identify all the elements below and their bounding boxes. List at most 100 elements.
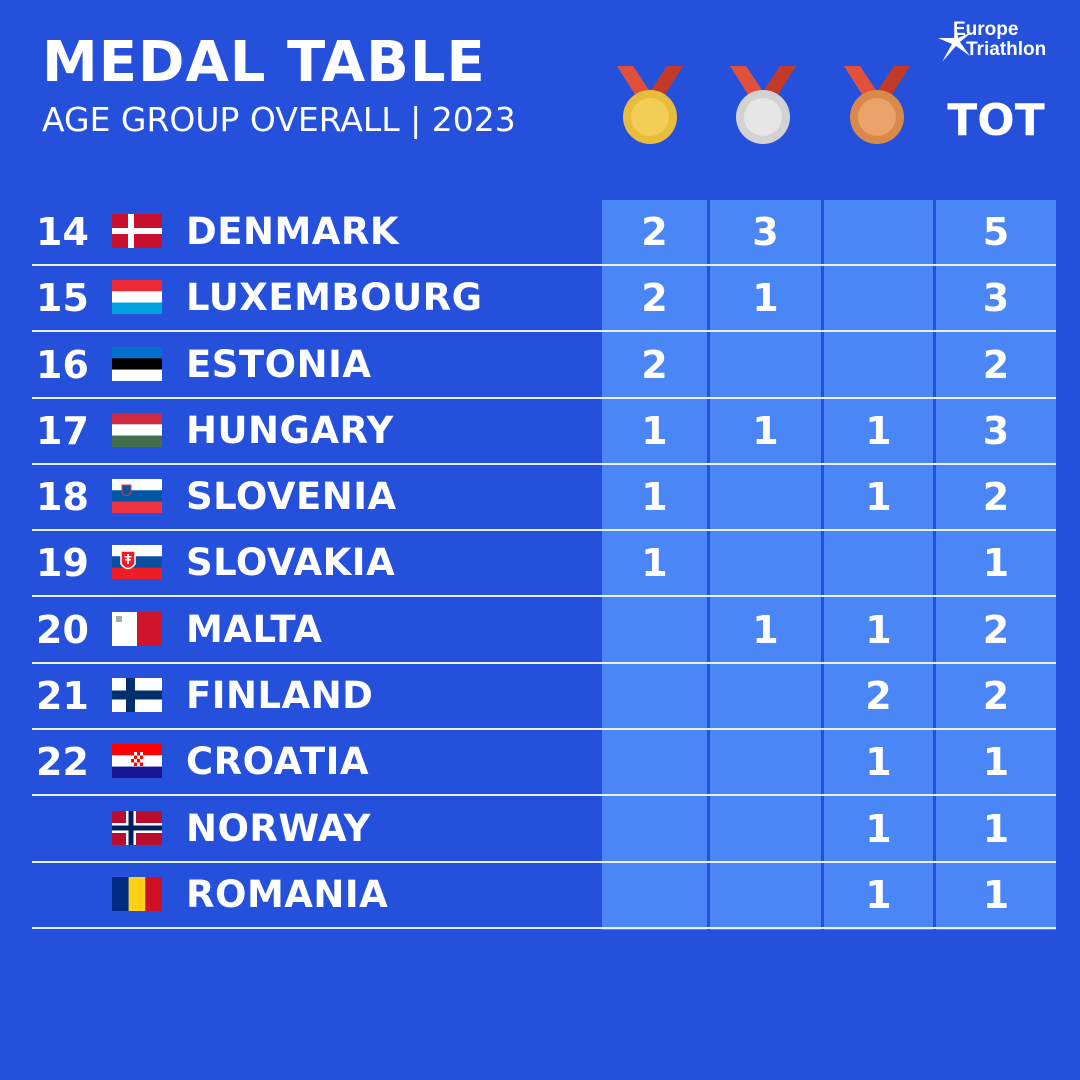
table-row: 21 FINLAND 2 2 [32, 664, 1056, 730]
rank-label: 18 [36, 475, 89, 519]
europe-triathlon-logo: Europe Triathlon [936, 18, 1056, 68]
bronze-medal-icon [844, 66, 910, 144]
table-row: 19 SLOVAKIA 1 1 [32, 531, 1056, 597]
page-subtitle: AGE GROUP OVERALL | 2023 [42, 100, 516, 139]
gold-count: 1 [641, 475, 668, 519]
table-row: 14 DENMARK 2 3 5 [32, 200, 1056, 266]
country-name: ROMANIA [186, 873, 389, 916]
gold-count [602, 863, 707, 927]
rank-label: 15 [36, 276, 89, 320]
table-row: 18 SLOVENIA 1 1 2 [32, 465, 1056, 531]
silver-count [710, 333, 821, 397]
silver-medal-icon [730, 66, 796, 144]
star-icon [938, 22, 972, 62]
total-count: 2 [982, 674, 1010, 718]
rank-label: 21 [36, 674, 89, 718]
logo-line-1: Europe [953, 19, 1019, 40]
silver-count [710, 664, 821, 728]
total-count: 1 [982, 740, 1010, 784]
country-name: MALTA [186, 608, 323, 651]
gold-medal-icon [617, 66, 683, 144]
gold-count: 1 [641, 541, 668, 585]
table-row: NORWAY 1 1 [32, 797, 1056, 863]
silver-count [710, 730, 821, 794]
table-row: 20 MALTA 1 1 2 [32, 598, 1056, 664]
country-name: SLOVAKIA [186, 541, 396, 584]
rank-label: 17 [36, 409, 89, 453]
slovakia-flag [112, 545, 162, 579]
total-count: 5 [982, 210, 1010, 254]
page-title: MEDAL TABLE [42, 30, 486, 95]
country-name: LUXEMBOURG [186, 276, 483, 319]
table-row: 22 CROATIA 1 1 [32, 730, 1056, 796]
bronze-count [824, 266, 933, 330]
bronze-count: 1 [865, 608, 892, 652]
total-count: 2 [982, 608, 1010, 652]
silver-count [710, 863, 821, 927]
malta-flag [112, 612, 162, 646]
norway-flag [112, 811, 162, 845]
gold-count [602, 797, 707, 861]
table-row: 17 HUNGARY 1 1 1 3 [32, 399, 1056, 465]
bronze-count: 1 [865, 873, 892, 917]
bronze-count: 1 [865, 807, 892, 851]
total-count: 2 [982, 343, 1010, 387]
silver-count [710, 531, 821, 595]
rank-label: 19 [36, 541, 89, 585]
table-row: 16 ESTONIA 2 2 [32, 333, 1056, 399]
bronze-count: 1 [865, 740, 892, 784]
total-count: 1 [982, 873, 1010, 917]
finland-flag [112, 678, 162, 712]
bronze-count [824, 531, 933, 595]
logo-line-2: Triathlon [966, 39, 1047, 60]
gold-count [602, 598, 707, 662]
estonia-flag [112, 347, 162, 381]
gold-count: 2 [641, 210, 668, 254]
gold-count [602, 730, 707, 794]
rank-label: 16 [36, 343, 89, 387]
country-name: ESTONIA [186, 343, 372, 386]
total-count: 2 [982, 475, 1010, 519]
country-name: CROATIA [186, 740, 370, 783]
total-count: 1 [982, 541, 1010, 585]
silver-count: 1 [752, 276, 779, 320]
silver-column-band [710, 200, 821, 930]
silver-count [710, 465, 821, 529]
country-name: FINLAND [186, 674, 374, 717]
silver-count [710, 797, 821, 861]
bronze-count: 2 [865, 674, 892, 718]
country-name: HUNGARY [186, 409, 394, 452]
silver-count: 1 [752, 409, 779, 453]
gold-count [602, 664, 707, 728]
total-count: 3 [982, 276, 1010, 320]
bronze-count [824, 333, 933, 397]
gold-count: 2 [641, 276, 668, 320]
country-name: NORWAY [186, 807, 371, 850]
luxembourg-flag [112, 280, 162, 314]
hungary-flag [112, 413, 162, 447]
table-row: ROMANIA 1 1 [32, 863, 1056, 929]
bronze-column-band [824, 200, 933, 930]
total-count: 3 [982, 409, 1010, 453]
gold-count: 1 [641, 409, 668, 453]
bronze-count [824, 200, 933, 264]
romania-flag [112, 877, 162, 911]
total-column-header: TOT [947, 95, 1045, 146]
gold-column-band [602, 200, 707, 930]
total-count: 1 [982, 807, 1010, 851]
slovenia-flag [112, 479, 162, 513]
rank-label: 20 [36, 608, 89, 652]
croatia-flag [112, 744, 162, 778]
gold-count: 2 [641, 343, 668, 387]
rank-label: 22 [36, 740, 89, 784]
total-column-band [936, 200, 1056, 930]
silver-count: 3 [752, 210, 779, 254]
bronze-count: 1 [865, 475, 892, 519]
denmark-flag [112, 214, 162, 248]
bronze-count: 1 [865, 409, 892, 453]
rank-label: 14 [36, 210, 89, 254]
country-name: DENMARK [186, 210, 400, 253]
table-row: 15 LUXEMBOURG 2 1 3 [32, 266, 1056, 332]
country-name: SLOVENIA [186, 475, 397, 518]
silver-count: 1 [752, 608, 779, 652]
